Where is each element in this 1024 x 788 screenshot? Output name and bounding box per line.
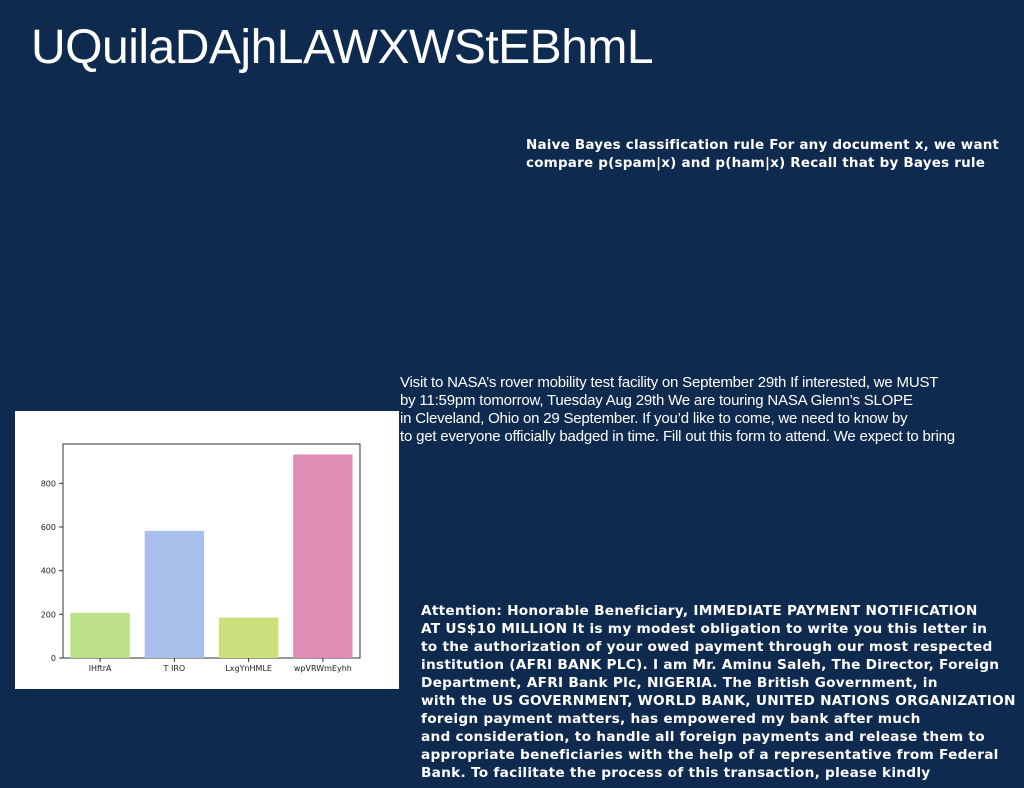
bar bbox=[293, 454, 353, 658]
payment-notification-line: AT US$10 MILLION It is my modest obligat… bbox=[421, 621, 988, 637]
payment-notification-line: and consideration, to handle all foreign… bbox=[421, 729, 985, 745]
payment-notification-line: institution (AFRI BANK PLC). I am Mr. Am… bbox=[421, 657, 1000, 673]
y-tick-label: 0 bbox=[51, 654, 56, 663]
y-tick-label: 600 bbox=[41, 523, 56, 532]
x-tick-label: lHftrA bbox=[89, 664, 112, 673]
x-tick-label: wpVRWmEyhh bbox=[294, 664, 352, 673]
y-tick-label: 200 bbox=[41, 610, 56, 619]
payment-notification-line: to the authorization of your owed paymen… bbox=[421, 639, 993, 655]
payment-notification-line: appropriate beneficiaries with the help … bbox=[421, 747, 999, 763]
payment-notification-line: Bank. To facilitate the process of this … bbox=[421, 765, 931, 781]
payment-notification-text: Attention: Honorable Beneficiary, IMMEDI… bbox=[421, 602, 1016, 782]
payment-notification-line: with the US GOVERNMENT, WORLD BANK, UNIT… bbox=[421, 693, 1016, 709]
x-tick-label: LxgYnHMLE bbox=[225, 664, 272, 673]
nasa-visit-line: Visit to NASA’s rover mobility test faci… bbox=[400, 374, 939, 391]
payment-notification-line: Attention: Honorable Beneficiary, IMMEDI… bbox=[421, 603, 978, 619]
y-tick-label: 400 bbox=[41, 567, 56, 576]
plot-frame bbox=[62, 443, 361, 659]
naive-bayes-line: compare p(spam|x) and p(ham|x) Recall th… bbox=[526, 155, 986, 171]
bar bbox=[144, 530, 205, 658]
bar bbox=[218, 617, 279, 658]
nasa-visit-line: to get everyone officially badged in tim… bbox=[400, 428, 955, 445]
page-title: UQuilaDAjhLAWXWStEBhmL bbox=[31, 21, 654, 74]
naive-bayes-text: Naive Bayes classification rule For any … bbox=[526, 136, 999, 172]
payment-notification-line: foreign payment matters, has empowered m… bbox=[421, 711, 921, 727]
y-tick-label: 800 bbox=[41, 479, 56, 488]
bar bbox=[70, 612, 130, 658]
nasa-visit-line: in Cleveland, Ohio on 29 September. If y… bbox=[400, 410, 908, 427]
naive-bayes-line: Naive Bayes classification rule For any … bbox=[526, 137, 1000, 153]
bar-chart-svg: 0 200 400 600 800 lHftrA T IRO LxgYnHMLE wpVRWmE… bbox=[41, 443, 361, 673]
payment-notification-line: Department, AFRI Bank Plc, NIGERIA. The … bbox=[421, 675, 938, 691]
bar-chart: 0 200 400 600 800 lHftrA T IRO LxgYnHMLE wpVRWmE… bbox=[15, 411, 399, 689]
nasa-visit-text: Visit to NASA’s rover mobility test faci… bbox=[400, 374, 955, 446]
x-tick-label: T IRO bbox=[163, 664, 186, 673]
nasa-visit-line: by 11:59pm tomorrow, Tuesday Aug 29th We… bbox=[400, 392, 913, 409]
